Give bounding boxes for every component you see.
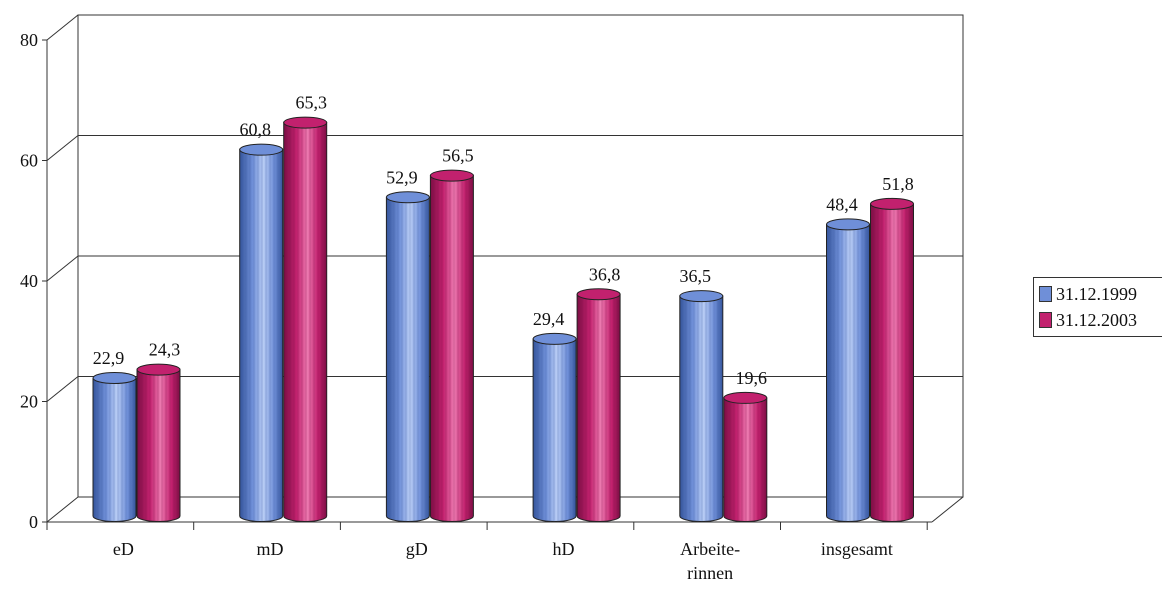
x-tick-label: hD — [552, 539, 574, 559]
bar-0-0 — [92, 372, 137, 522]
y-tick-label: 0 — [29, 512, 38, 532]
data-label: 51,8 — [882, 174, 914, 194]
x-tick-label: mD — [257, 539, 284, 559]
legend-swatch-2003 — [1039, 312, 1052, 328]
bar-1-0 — [136, 363, 181, 522]
bar-0-2 — [385, 191, 430, 522]
bar-0-4 — [679, 290, 724, 522]
gridline-depth — [46, 255, 79, 282]
legend-item-2003: 31.12.2003 — [1039, 307, 1162, 333]
bar-1-4 — [723, 391, 768, 522]
bar-1-2 — [429, 169, 474, 522]
legend-label-2003: 31.12.2003 — [1056, 309, 1137, 330]
data-label: 56,5 — [442, 146, 474, 166]
gridline-depth — [46, 376, 79, 402]
bar-0-1 — [239, 143, 284, 522]
data-label: 36,5 — [680, 266, 712, 286]
x-tick-label: Arbeite- — [680, 539, 740, 559]
x-tick-label: insgesamt — [821, 539, 893, 559]
x-tick-label: rinnen — [687, 563, 733, 583]
x-tick-label: gD — [406, 539, 428, 559]
bar-0-5 — [826, 218, 870, 522]
y-tick-label: 80 — [20, 30, 38, 50]
bar-0-3 — [532, 332, 577, 522]
legend-item-1999: 31.12.1999 — [1039, 281, 1162, 307]
bar-1-1 — [283, 116, 328, 522]
bar-1-3 — [576, 288, 621, 522]
floor-right-edge — [931, 496, 964, 523]
data-label: 22,9 — [93, 348, 125, 368]
legend: 31.12.1999 31.12.2003 — [1033, 277, 1162, 337]
gridline-depth — [46, 135, 79, 161]
data-label: 48,4 — [826, 194, 858, 214]
data-label: 65,3 — [295, 93, 327, 113]
gridline-depth — [46, 14, 79, 41]
gridline-depth — [46, 496, 79, 523]
y-tick-label: 20 — [20, 392, 38, 412]
y-tick-label: 60 — [20, 151, 38, 171]
x-tick-label: eD — [113, 539, 134, 559]
data-label: 60,8 — [239, 120, 271, 140]
bar-1-5 — [870, 197, 914, 522]
legend-label-1999: 31.12.1999 — [1056, 283, 1137, 304]
data-label: 29,4 — [533, 309, 565, 329]
data-label: 24,3 — [149, 340, 181, 360]
data-label: 52,9 — [386, 167, 418, 187]
data-label: 19,6 — [736, 368, 768, 388]
y-tick-label: 40 — [20, 271, 38, 291]
data-label: 36,8 — [589, 264, 621, 284]
legend-swatch-1999 — [1039, 286, 1052, 302]
